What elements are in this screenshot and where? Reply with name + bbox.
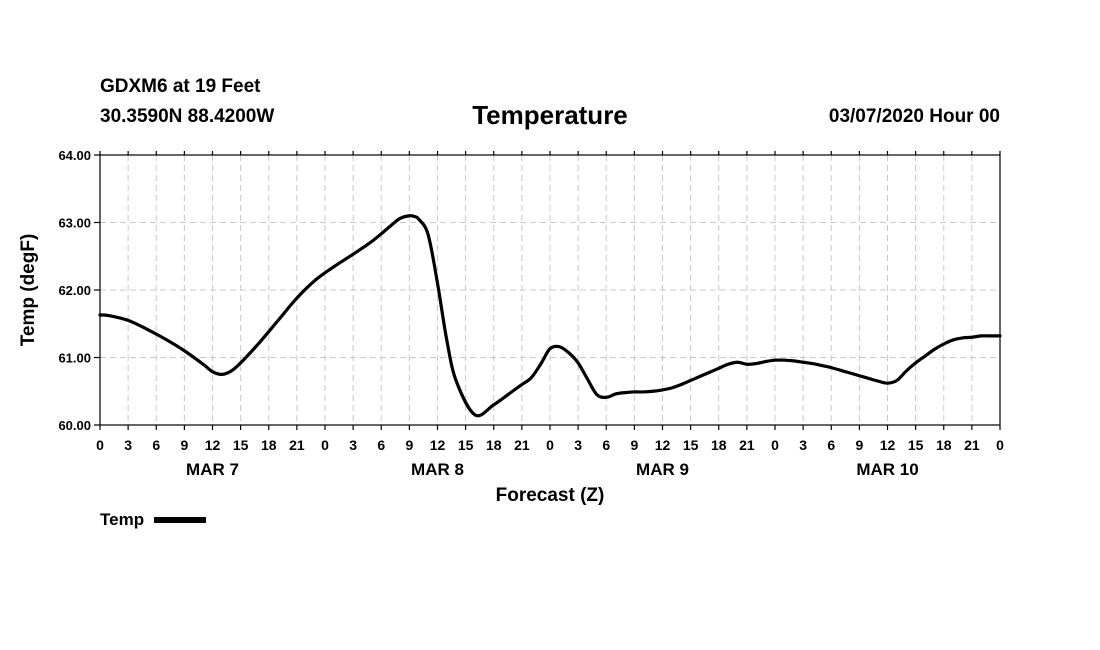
x-tick-label: 15	[908, 437, 924, 453]
y-tick-label: 64.00	[58, 148, 91, 163]
x-tick-label: 9	[405, 437, 413, 453]
day-label: MAR 9	[636, 460, 689, 479]
x-tick-label: 0	[771, 437, 779, 453]
x-tick-label: 18	[936, 437, 952, 453]
x-tick-label: 3	[349, 437, 357, 453]
x-tick-label: 9	[630, 437, 638, 453]
x-tick-label: 18	[711, 437, 727, 453]
forecast-datetime: 03/07/2020 Hour 00	[828, 106, 1000, 127]
x-tick-label: 9	[180, 437, 188, 453]
axis-ticks	[94, 151, 1001, 430]
x-tick-label: 9	[855, 437, 863, 453]
x-tick-label: 15	[233, 437, 249, 453]
x-tick-label: 6	[377, 437, 385, 453]
x-tick-label: 0	[321, 437, 329, 453]
legend-label-temp: Temp	[100, 510, 145, 529]
x-tick-label: 18	[261, 437, 277, 453]
x-tick-label: 3	[574, 437, 582, 453]
x-tick-label: 6	[152, 437, 160, 453]
x-tick-label: 15	[683, 437, 699, 453]
x-tick-label: 0	[546, 437, 554, 453]
x-tick-label: 12	[655, 437, 671, 453]
x-tick-label: 12	[430, 437, 446, 453]
x-tick-label: 18	[486, 437, 502, 453]
x-tick-label: 12	[880, 437, 896, 453]
x-tick-label: 0	[96, 437, 104, 453]
day-label: MAR 8	[411, 460, 464, 479]
legend: Temp	[100, 510, 207, 530]
x-axis-title: Forecast (Z)	[496, 485, 605, 506]
x-tick-label: 15	[458, 437, 474, 453]
x-tick-label: 3	[124, 437, 132, 453]
axis-labels: 60.00 61.00 62.00 63.00 64.00 0 3 6 9 12 15 18 21 0 3 6…	[58, 148, 1004, 479]
day-label: MAR 7	[186, 460, 239, 479]
y-tick-label: 63.00	[58, 216, 91, 231]
legend-swatch-temp	[154, 517, 207, 523]
y-tick-label: 60.00	[58, 418, 91, 433]
x-tick-label: 6	[602, 437, 610, 453]
day-label: MAR 10	[856, 460, 918, 479]
station-coordinates: 30.3590N 88.4200W	[100, 106, 275, 127]
x-tick-label: 0	[996, 437, 1004, 453]
x-tick-label: 21	[739, 437, 755, 453]
grid-lines	[100, 155, 1000, 425]
x-tick-label: 3	[799, 437, 807, 453]
station-name: GDXM6 at 19 Feet	[100, 76, 261, 97]
x-tick-label: 6	[827, 437, 835, 453]
series-line-temp	[98, 214, 1002, 418]
y-axis-title: Temp (degF)	[18, 234, 39, 347]
x-tick-label: 21	[289, 437, 305, 453]
y-tick-label: 62.00	[58, 283, 91, 298]
x-tick-label: 21	[964, 437, 980, 453]
chart-title: Temperature	[472, 100, 628, 130]
x-tick-label: 21	[514, 437, 530, 453]
x-tick-label: 12	[205, 437, 221, 453]
plot-frame	[99, 154, 1001, 426]
y-tick-label: 61.00	[58, 351, 91, 366]
